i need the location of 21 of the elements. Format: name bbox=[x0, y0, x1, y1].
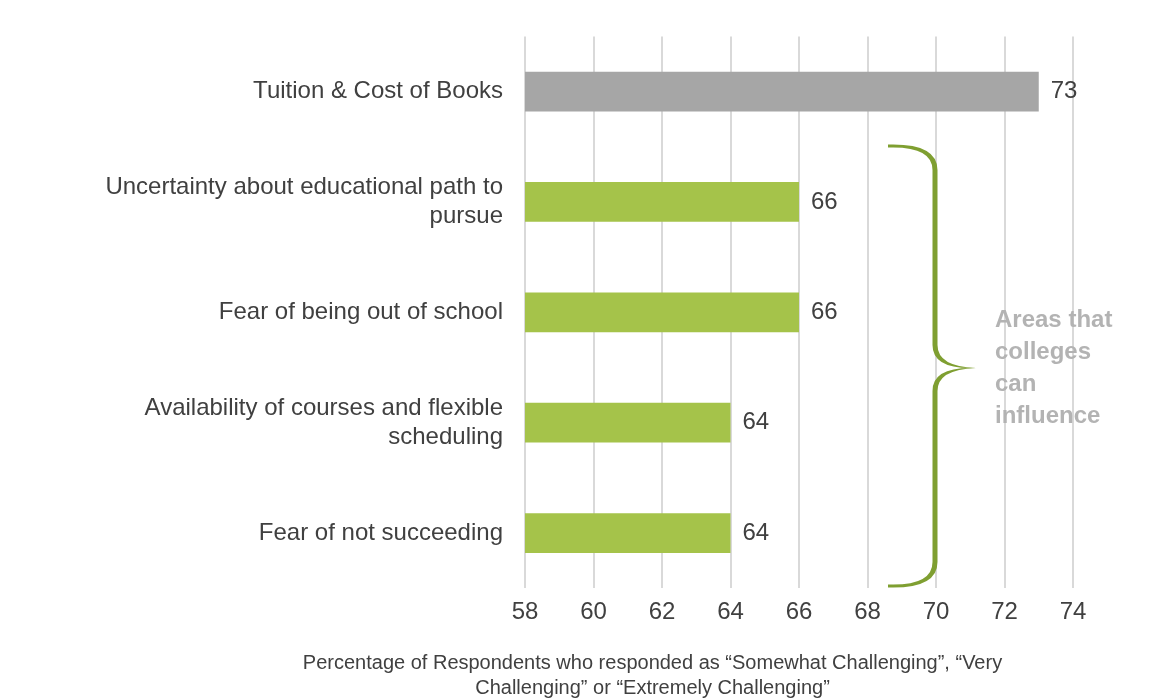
x-axis-title: Percentage of Respondents who responded as “Somewhat Challenging”, “Very Challenging” or “Extremely Challenging” bbox=[301, 650, 1004, 699]
y-tick-label: Availability of courses and flexible scheduling bbox=[144, 392, 503, 449]
data-label: 73 bbox=[1050, 76, 1078, 104]
data-label: 64 bbox=[742, 407, 770, 435]
data-label: 64 bbox=[742, 517, 770, 545]
y-tick-label: Fear of being out of school bbox=[218, 296, 503, 324]
data-label: 66 bbox=[811, 296, 838, 324]
data-label: 66 bbox=[811, 186, 838, 214]
x-tick-label: 66 bbox=[785, 597, 813, 625]
x-tick-label: 68 bbox=[854, 597, 881, 625]
x-tick-label: 70 bbox=[922, 597, 950, 625]
y-tick-label: Tuition & Cost of Books bbox=[253, 76, 503, 104]
x-tick-label: 58 bbox=[511, 597, 539, 625]
y-tick-label: Uncertainty about educational path to pursue bbox=[105, 172, 503, 228]
annotation: Areas that colleges can influence bbox=[995, 304, 1114, 430]
x-tick-label: 62 bbox=[648, 597, 676, 625]
x-tick-label: 64 bbox=[717, 597, 744, 625]
x-tick-label: 72 bbox=[991, 597, 1018, 625]
y-tick-label: Fear of not succeeding bbox=[258, 517, 503, 545]
x-tick-label: 74 bbox=[1059, 597, 1087, 625]
x-tick-label: 60 bbox=[580, 597, 607, 625]
